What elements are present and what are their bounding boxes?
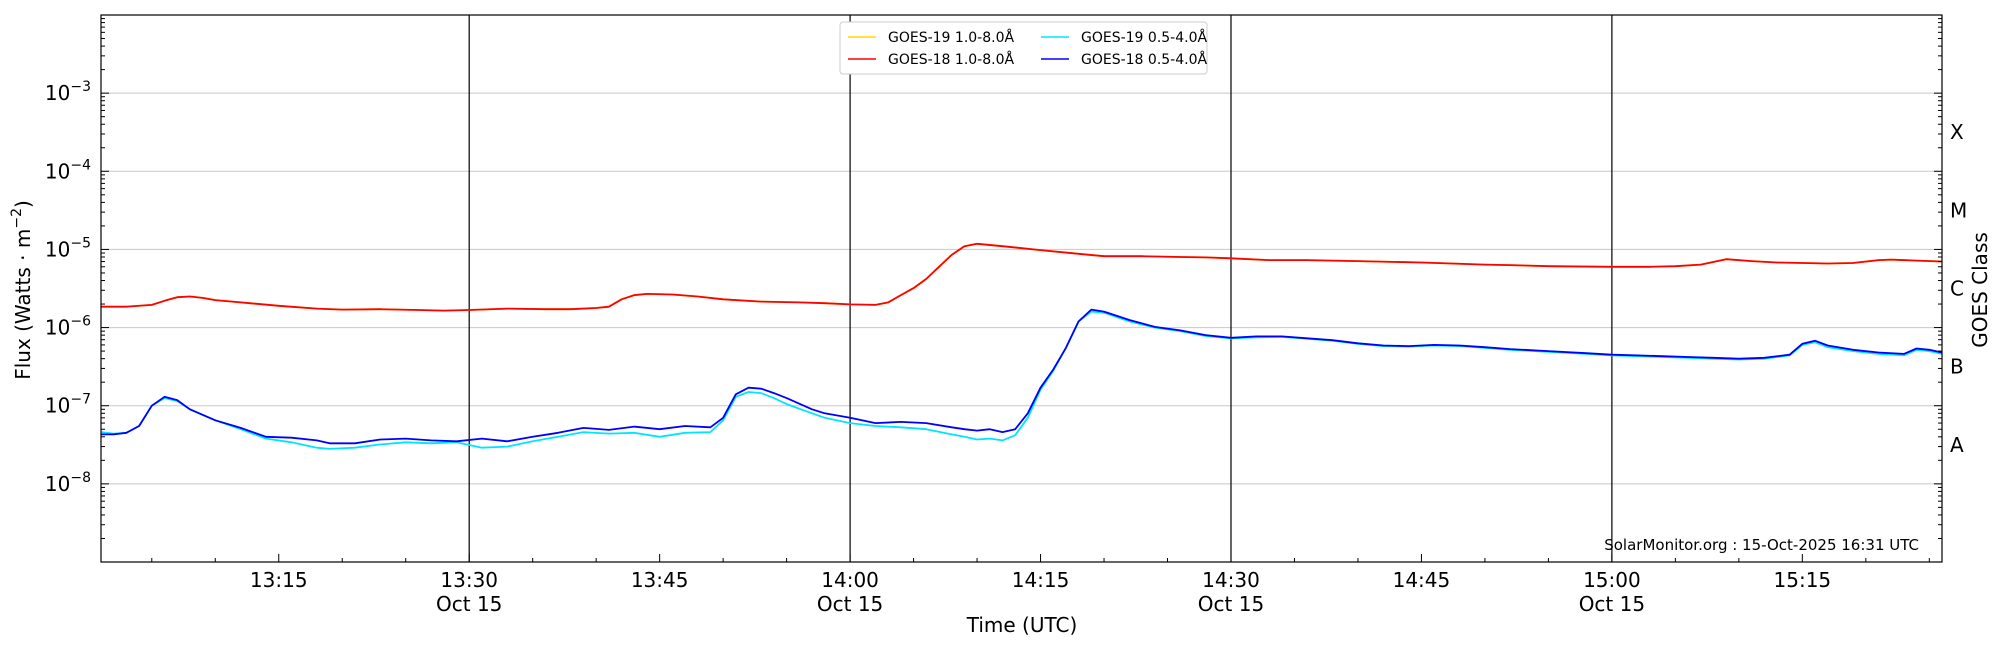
series-line-goes-19-0-5-4-0 [100, 310, 1943, 450]
legend: GOES-19 1.0-8.0Å GOES-18 1.0-8.0Å GOES-19 … [839, 21, 1208, 75]
x-tick-date-label: Oct 15 [1198, 592, 1264, 616]
goes-class-axis-title: GOES Class [1968, 232, 1992, 348]
y-tick-label: 10−3 [45, 79, 91, 105]
grid-layer [101, 15, 1942, 562]
goes-class-label-c: C [1950, 277, 1964, 301]
y-tick-label: 10−4 [45, 157, 91, 183]
x-tick-label: 15:00 [1583, 568, 1641, 592]
x-tick-date-label: Oct 15 [1579, 592, 1645, 616]
legend-box [839, 21, 1208, 75]
y-tick-label: 10−7 [45, 392, 91, 418]
plot-frame [100, 14, 1943, 563]
goes-class-label-a: A [1950, 433, 1964, 457]
x-tick-label: 14:00 [821, 568, 879, 592]
x-tick-label: 13:45 [631, 568, 689, 592]
x-tick-date-label: Oct 15 [817, 592, 883, 616]
x-tick-label: 13:30 [440, 568, 498, 592]
x-tick-label: 14:30 [1202, 568, 1260, 592]
legend-label-goes-19-1-0-8-0: GOES-19 1.0-8.0Å [888, 29, 1014, 46]
goes-class-label-b: B [1950, 355, 1964, 379]
y-tick-label: 10−6 [45, 314, 91, 340]
goes-class-label-x: X [1950, 120, 1964, 144]
x-tick-label: 15:15 [1774, 568, 1832, 592]
legend-label-goes-18-1-0-8-0: GOES-18 1.0-8.0Å [888, 51, 1014, 68]
series-line-goes-19-1-0-8-0 [101, 242, 1943, 312]
legend-label-goes-18-0-5-4-0: GOES-18 0.5-4.0Å [1081, 51, 1207, 68]
x-tick-label: 13:15 [250, 568, 308, 592]
y-tick-label: 10−5 [45, 235, 91, 261]
series-line-goes-18-1-0-8-0 [101, 242, 1943, 312]
goes-class-label-m: M [1950, 198, 1967, 222]
series-layer [100, 242, 1943, 450]
y-axis-title: Flux (Watts · m−2) [9, 200, 35, 380]
legend-label-goes-19-0-5-4-0: GOES-19 0.5-4.0Å [1081, 29, 1207, 46]
credit-text: SolarMonitor.org : 15-Oct-2025 16:31 UTC [1604, 536, 1919, 554]
x-tick-label: 14:15 [1012, 568, 1070, 592]
series-line-goes-18-0-5-4-0 [101, 308, 1943, 445]
x-tick-label: 14:45 [1393, 568, 1451, 592]
x-axis-title: Time (UTC) [966, 613, 1078, 637]
y-tick-label: 10−8 [45, 470, 91, 496]
x-tick-date-label: Oct 15 [436, 592, 502, 616]
